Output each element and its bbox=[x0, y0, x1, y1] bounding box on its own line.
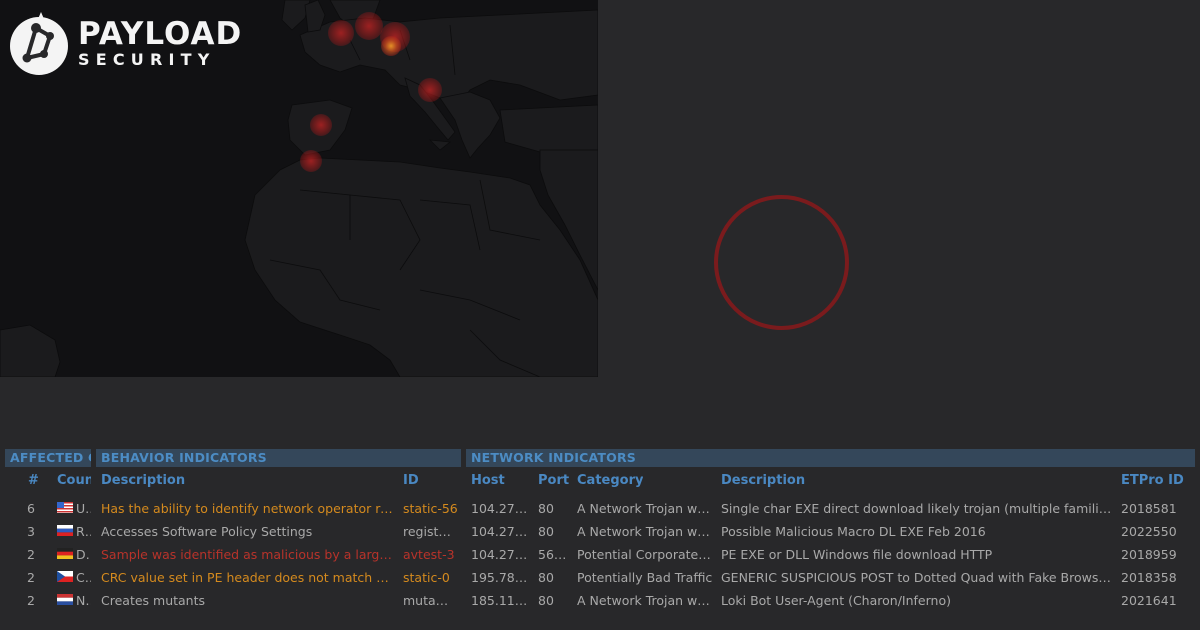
map-hotspot[interactable] bbox=[300, 150, 322, 172]
network-description: Single char EXE direct download likely t… bbox=[721, 501, 1116, 516]
behavior-id: static-0 bbox=[403, 570, 450, 585]
map-hotspot[interactable] bbox=[381, 36, 401, 56]
network-host[interactable]: 104.27.171.43 bbox=[471, 547, 529, 562]
affected-countries-panel: AFFECTED COUNTRIES # Country 6 US 3 RU 2… bbox=[5, 449, 91, 630]
network-description: GENERIC SUSPICIOUS POST to Dotted Quad w… bbox=[721, 570, 1116, 585]
world-map-shapes bbox=[0, 0, 598, 377]
column-header-number[interactable]: # bbox=[28, 473, 39, 488]
affected-count: 2 bbox=[27, 547, 35, 562]
behavior-id: static-56 bbox=[403, 501, 458, 516]
network-etpro-id[interactable]: 2018959 bbox=[1121, 547, 1177, 562]
affected-count: 3 bbox=[27, 524, 35, 539]
network-etpro-id[interactable]: 2018358 bbox=[1121, 570, 1177, 585]
behavior-description[interactable]: Creates mutants bbox=[101, 593, 206, 608]
network-category: Potential Corporate Privacy Violation bbox=[577, 547, 713, 562]
behavior-id: registry-18 bbox=[403, 524, 455, 539]
country-code: US bbox=[76, 501, 91, 516]
network-port: 80 bbox=[538, 524, 554, 539]
column-header-port[interactable]: Port bbox=[538, 473, 570, 488]
network-category: A Network Trojan was detected bbox=[577, 524, 713, 539]
column-header-country[interactable]: Country bbox=[57, 473, 91, 488]
panel-title: NETWORK INDICATORS bbox=[466, 449, 1195, 467]
network-description: PE EXE or DLL Windows file download HTTP bbox=[721, 547, 993, 562]
network-host[interactable]: 185.118.166.5 bbox=[471, 593, 529, 608]
affected-count: 6 bbox=[27, 501, 35, 516]
behavior-indicators-panel: BEHAVIOR INDICATORS Description ID Has t… bbox=[96, 449, 461, 630]
payload-security-logo[interactable]: PAYLOAD SECURITY bbox=[8, 10, 242, 76]
behavior-id: mutant-0 bbox=[403, 593, 455, 608]
panel-title: BEHAVIOR INDICATORS bbox=[96, 449, 461, 467]
logo-wordmark: PAYLOAD bbox=[78, 15, 243, 52]
network-host[interactable]: 195.78.33.81 bbox=[471, 570, 529, 585]
column-header-host[interactable]: Host bbox=[471, 473, 505, 488]
logo-subtitle: SECURITY bbox=[78, 49, 216, 69]
country-code: RU bbox=[76, 524, 91, 539]
network-host[interactable]: 104.27.170.43 bbox=[471, 524, 529, 539]
affected-count: 2 bbox=[27, 570, 35, 585]
behavior-description[interactable]: Has the ability to identify network oper… bbox=[101, 501, 393, 516]
behavior-description[interactable]: Sample was identified as malicious by a … bbox=[101, 547, 393, 562]
network-port: 80 bbox=[538, 570, 554, 585]
threat-map[interactable] bbox=[0, 0, 598, 377]
affected-count: 2 bbox=[27, 593, 35, 608]
country-code: NL bbox=[76, 593, 91, 608]
network-description: Possible Malicious Macro DL EXE Feb 2016 bbox=[721, 524, 986, 539]
network-category: A Network Trojan was detected bbox=[577, 593, 713, 608]
map-hotspot[interactable] bbox=[328, 20, 354, 46]
country-code: CZ bbox=[76, 570, 91, 585]
network-port: 80 bbox=[538, 593, 554, 608]
map-hotspot[interactable] bbox=[418, 78, 442, 102]
column-header-description[interactable]: Description bbox=[721, 473, 806, 488]
country-code: DE bbox=[76, 547, 91, 562]
behavior-description[interactable]: CRC value set in PE header does not matc… bbox=[101, 570, 393, 585]
logo-mark-icon bbox=[10, 12, 68, 75]
network-category: Potentially Bad Traffic bbox=[577, 570, 713, 585]
de-flag-icon bbox=[57, 548, 73, 559]
map-hotspot[interactable] bbox=[355, 12, 383, 40]
network-etpro-id[interactable]: 2022550 bbox=[1121, 524, 1177, 539]
network-port: 80 bbox=[538, 501, 554, 516]
network-host[interactable]: 104.27.170.43 bbox=[471, 501, 529, 516]
column-header-id[interactable]: ID bbox=[403, 473, 419, 488]
network-port: 56852 bbox=[538, 547, 570, 562]
network-indicators-panel: NETWORK INDICATORS Host Port Category De… bbox=[466, 449, 1195, 630]
behavior-id: avtest-3 bbox=[403, 547, 455, 562]
cz-flag-icon bbox=[57, 571, 73, 582]
ru-flag-icon bbox=[57, 525, 73, 536]
network-category: A Network Trojan was detected bbox=[577, 501, 713, 516]
panel-title: AFFECTED COUNTRIES bbox=[5, 449, 91, 467]
network-etpro-id[interactable]: 2021641 bbox=[1121, 593, 1177, 608]
map-focus-ring bbox=[714, 195, 849, 330]
us-flag-icon bbox=[57, 502, 73, 513]
column-header-description[interactable]: Description bbox=[101, 473, 186, 488]
map-hotspot[interactable] bbox=[310, 114, 332, 136]
nl-flag-icon bbox=[57, 594, 73, 605]
network-etpro-id[interactable]: 2018581 bbox=[1121, 501, 1177, 516]
column-header-etpro-id[interactable]: ETPro ID bbox=[1121, 473, 1184, 488]
behavior-description[interactable]: Accesses Software Policy Settings bbox=[101, 524, 313, 539]
column-header-category[interactable]: Category bbox=[577, 473, 644, 488]
network-description: Loki Bot User-Agent (Charon/Inferno) bbox=[721, 593, 951, 608]
